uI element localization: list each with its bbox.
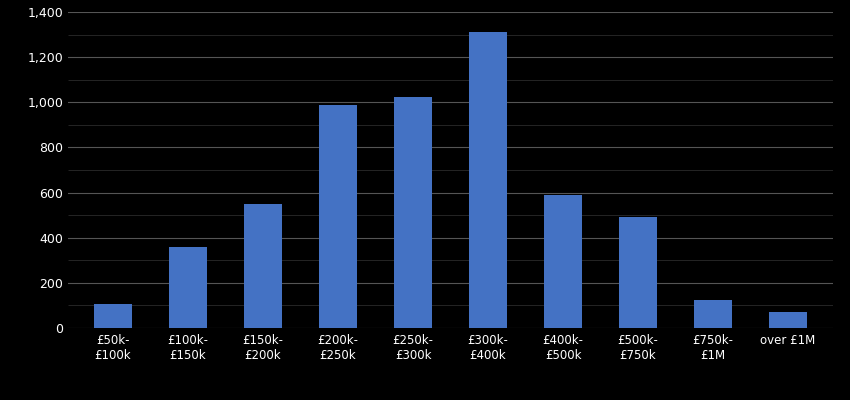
Bar bbox=[394, 97, 432, 328]
Bar bbox=[94, 304, 132, 328]
Bar bbox=[694, 300, 732, 328]
Bar bbox=[620, 218, 657, 328]
Bar bbox=[244, 204, 281, 328]
Bar bbox=[544, 195, 581, 328]
Bar bbox=[169, 247, 207, 328]
Bar bbox=[469, 32, 507, 328]
Bar bbox=[769, 312, 807, 328]
Bar bbox=[320, 104, 357, 328]
